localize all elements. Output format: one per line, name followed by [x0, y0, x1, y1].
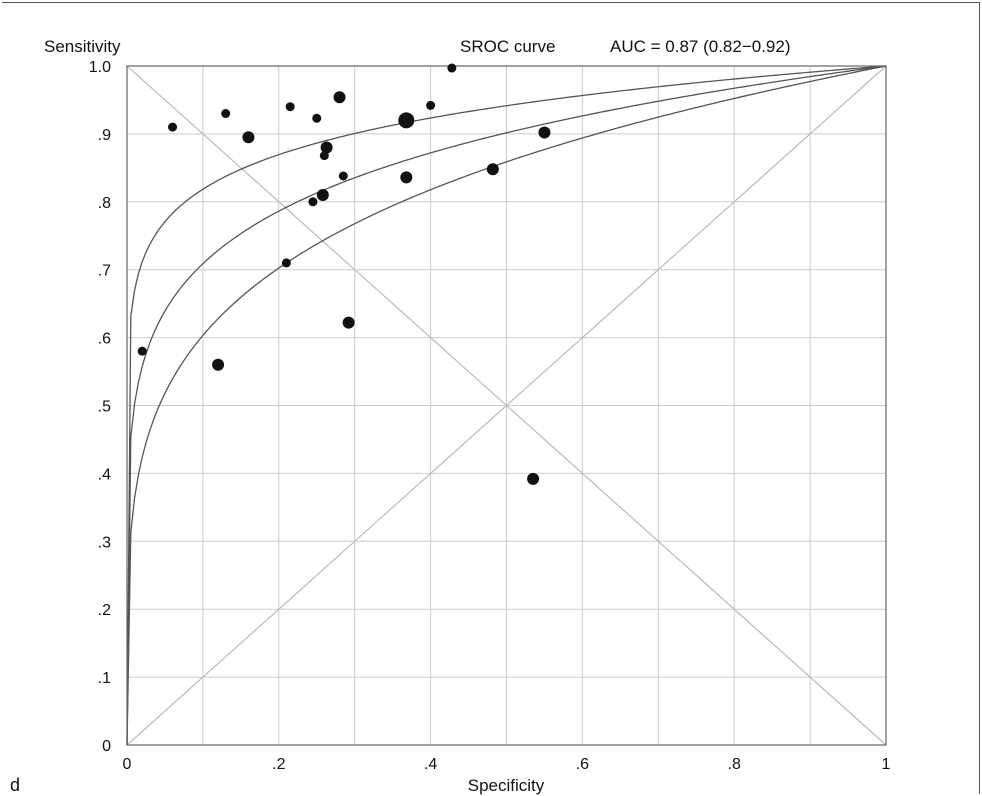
sroc-curve-estimate: [126, 65, 887, 746]
y-axis-label: Sensitivity: [44, 37, 121, 56]
study-point: [398, 112, 415, 129]
x-axis-label: Specificity: [468, 776, 545, 795]
study-point: [168, 122, 178, 132]
tick-labels: 0 .2 .4 .6 .8 1 0 .1 .2 .3 .4 .5 .6 .7 .8 .9 1.0: [89, 59, 891, 773]
y-tick-label: .3: [98, 534, 111, 551]
y-tick-label: .9: [98, 127, 111, 144]
x-tick-label: .8: [728, 756, 741, 773]
study-point: [221, 109, 231, 119]
panel-label: d: [10, 775, 20, 795]
plot-axes: [126, 65, 887, 746]
legend-curve-label: SROC curve: [460, 37, 555, 56]
y-tick-label: .4: [98, 466, 111, 483]
study-point: [338, 171, 348, 181]
anti-diagonal: [126, 65, 887, 746]
auc-annotation: AUC = 0.87 (0.82−0.92): [610, 37, 791, 56]
y-tick-label: .5: [98, 399, 111, 416]
sroc-curves: [126, 65, 887, 746]
study-point: [342, 316, 355, 329]
y-tick-label: .6: [98, 331, 111, 348]
y-tick-label: .7: [98, 263, 111, 280]
y-tick-label: 1.0: [89, 59, 111, 76]
y-tick-label: .1: [98, 670, 111, 687]
reference-lines: [126, 65, 887, 746]
y-tick-label: 0: [102, 738, 111, 755]
study-point: [400, 171, 413, 184]
plot-border: [126, 65, 887, 746]
x-tick-label: 0: [123, 756, 132, 773]
study-point: [285, 102, 295, 112]
x-tick-label: 1: [882, 756, 891, 773]
study-point: [320, 141, 333, 154]
study-point: [212, 358, 225, 371]
x-tick-label: .2: [272, 756, 285, 773]
study-point: [538, 126, 551, 139]
study-point: [316, 189, 329, 202]
study-point: [242, 131, 255, 144]
sroc-curve-upper: [126, 65, 887, 746]
y-tick-label: .8: [98, 195, 111, 212]
study-point: [281, 258, 291, 268]
x-tick-label: .4: [424, 756, 437, 773]
study-point: [426, 100, 436, 110]
x-tick-label: .6: [576, 756, 589, 773]
y-tick-label: .2: [98, 602, 111, 619]
study-point: [333, 91, 346, 104]
study-point: [137, 346, 147, 356]
sroc-curve-lower: [126, 65, 887, 746]
study-point: [308, 197, 318, 207]
study-point: [312, 113, 322, 123]
study-point: [447, 63, 457, 73]
study-point: [527, 472, 540, 485]
study-point: [486, 163, 499, 176]
study-points: [137, 63, 551, 485]
